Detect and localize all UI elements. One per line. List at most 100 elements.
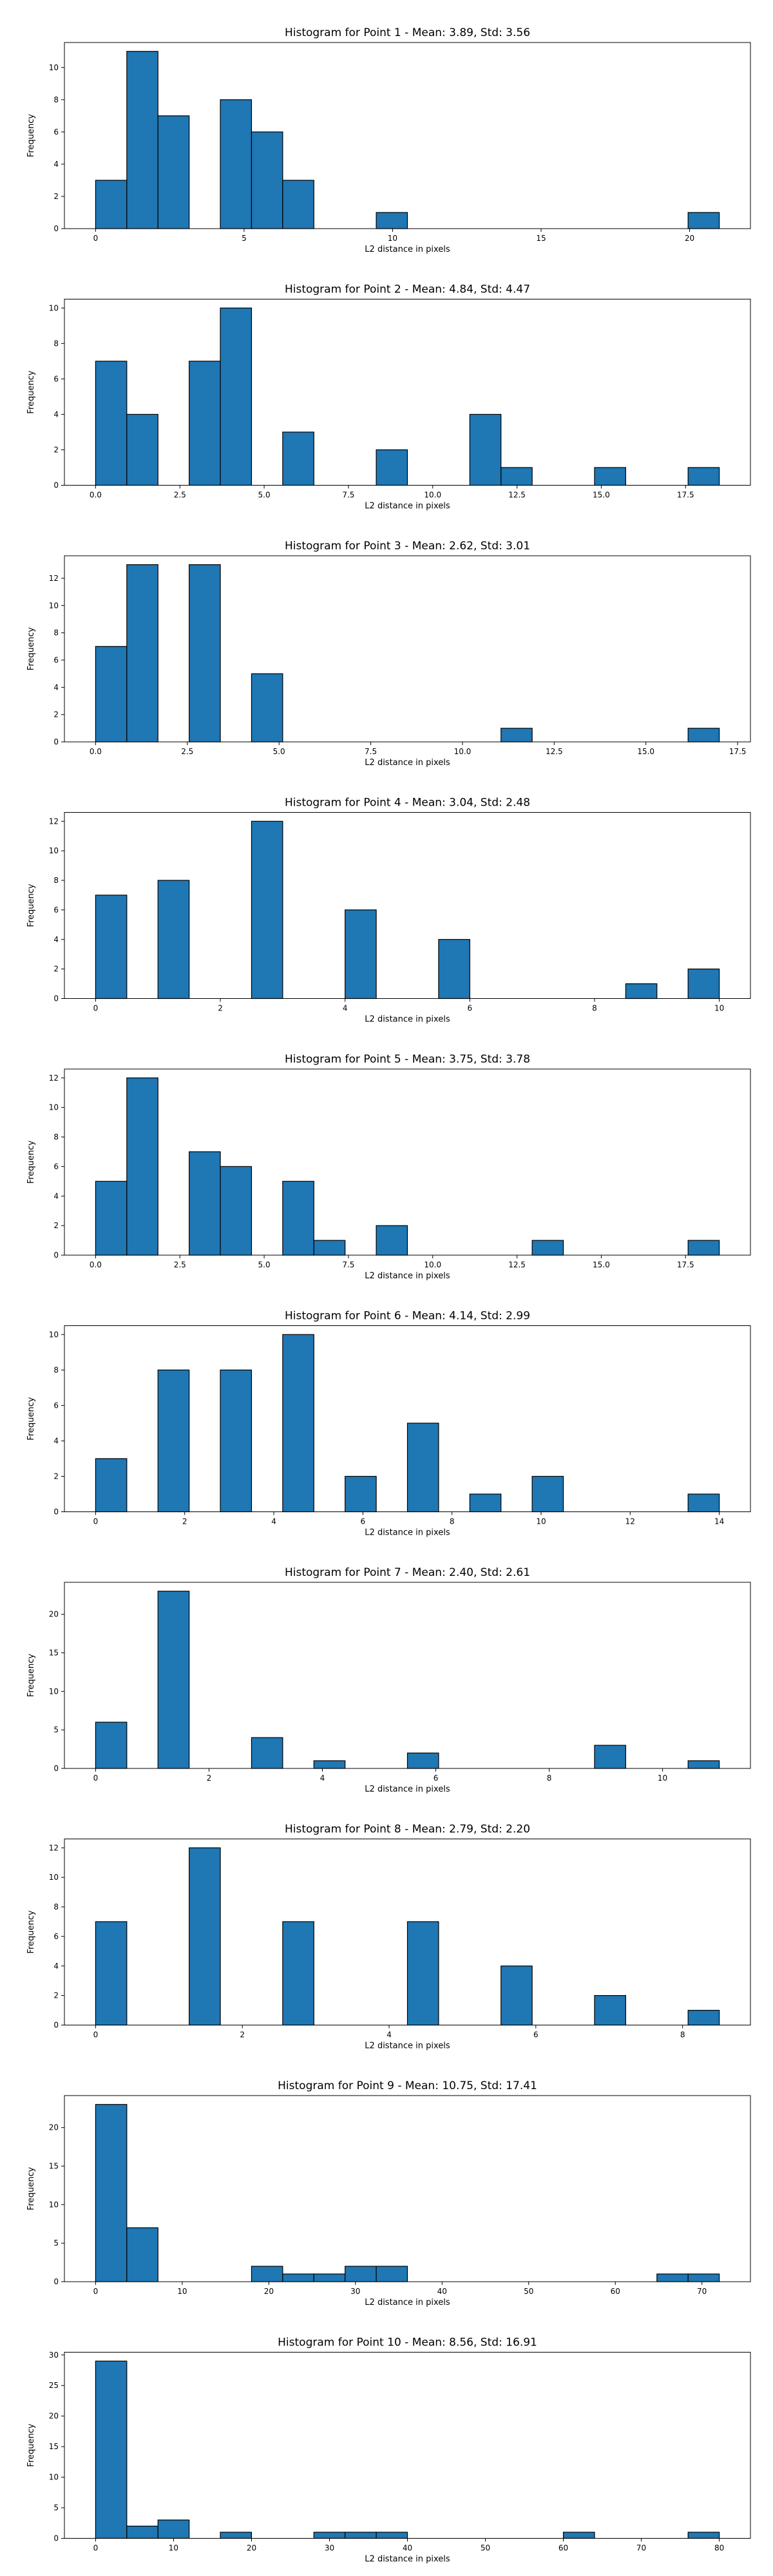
x-tick-label: 0 — [93, 234, 99, 243]
y-tick-label: 0 — [53, 1508, 59, 1517]
x-tick-label: 10 — [388, 234, 397, 243]
x-tick-label: 6 — [361, 1517, 366, 1526]
histogram-bar — [220, 1369, 253, 1513]
x-tick-label: 80 — [714, 2544, 724, 2553]
histogram-panel-3: Histogram for Point 3 - Mean: 2.62, Std:… — [26, 540, 751, 768]
histogram-bar — [220, 99, 253, 229]
y-tick-label: 12 — [49, 817, 59, 826]
x-tick-label: 7.5 — [342, 1260, 354, 1269]
histogram-bar — [251, 820, 283, 999]
histogram-bar — [189, 361, 221, 486]
x-tick-label: 12.5 — [546, 747, 563, 756]
y-tick-label: 0 — [53, 737, 59, 746]
y-tick-label: 8 — [53, 876, 59, 885]
y-tick-label: 10 — [49, 1873, 59, 1882]
x-tick-label: 2 — [240, 2031, 245, 2040]
y-tick-label: 15 — [49, 2442, 59, 2451]
histogram-bar — [251, 673, 283, 743]
histogram-bar — [126, 1077, 158, 1256]
histogram-panel-1: Histogram for Point 1 - Mean: 3.89, Std:… — [26, 26, 751, 254]
histogram-bar — [126, 2525, 158, 2539]
histogram-bar — [95, 1458, 128, 1513]
x-tick-label: 4 — [271, 1517, 276, 1526]
y-axis-label: Frequency — [26, 627, 36, 670]
y-tick-label: 0 — [53, 2021, 59, 2030]
y-axis-label: Frequency — [26, 1910, 36, 1953]
y-tick-label: 6 — [53, 128, 59, 137]
x-tick-label: 8 — [592, 1004, 597, 1013]
x-tick-label: 6 — [533, 2031, 539, 2040]
histogram-bar — [687, 1760, 720, 1769]
x-tick-label: 15 — [536, 234, 546, 243]
x-tick-label: 14 — [714, 1517, 724, 1526]
x-tick-label: 0.0 — [90, 747, 102, 756]
histogram-bar — [126, 564, 158, 743]
y-tick-label: 12 — [49, 1074, 59, 1083]
y-tick-label: 12 — [49, 1843, 59, 1852]
y-tick-label: 8 — [53, 1902, 59, 1911]
x-tick-label: 20 — [264, 2287, 274, 2296]
histogram-bar — [687, 969, 720, 999]
y-tick-label: 2 — [53, 1472, 59, 1481]
histogram-bar — [126, 413, 158, 486]
histogram-bar — [157, 880, 190, 999]
histogram-bar — [376, 2532, 408, 2539]
y-tick-label: 2 — [53, 710, 59, 719]
histogram-bar — [501, 728, 533, 743]
histogram-bar — [313, 1240, 346, 1256]
y-tick-label: 12 — [49, 574, 59, 583]
x-tick-label: 0 — [93, 1774, 99, 1783]
histogram-bar — [251, 2266, 283, 2282]
histogram-bar — [406, 1423, 439, 1513]
y-tick-label: 4 — [53, 1436, 59, 1445]
x-tick-label: 20 — [685, 234, 694, 243]
axes-frame — [64, 812, 751, 999]
histogram-bar — [95, 646, 128, 743]
y-tick-label: 10 — [49, 601, 59, 610]
x-tick-label: 30 — [350, 2287, 360, 2296]
histogram-panel-9: Histogram for Point 9 - Mean: 10.75, Std… — [26, 2079, 751, 2307]
y-axis-label: Frequency — [26, 2167, 36, 2210]
y-tick-label: 8 — [53, 1133, 59, 1142]
y-tick-label: 6 — [53, 374, 59, 383]
x-tick-label: 12 — [625, 1517, 635, 1526]
histogram-panel-5: Histogram for Point 5 - Mean: 3.75, Std:… — [26, 1053, 751, 1281]
x-tick-label: 30 — [325, 2544, 334, 2553]
histogram-panel-4: Histogram for Point 4 - Mean: 3.04, Std:… — [26, 797, 751, 1025]
y-axis-label: Frequency — [26, 370, 36, 413]
x-tick-label: 2.5 — [174, 491, 186, 500]
histogram-bar — [126, 51, 158, 229]
histogram-bar — [501, 467, 533, 486]
x-tick-label: 0 — [93, 1004, 99, 1013]
x-tick-label: 5.0 — [258, 1260, 271, 1269]
chart-title: Histogram for Point 2 - Mean: 4.84, Std:… — [285, 283, 530, 296]
x-tick-label: 50 — [481, 2544, 490, 2553]
y-tick-label: 5 — [53, 2503, 59, 2512]
x-tick-label: 40 — [437, 2287, 447, 2296]
y-tick-label: 0 — [53, 994, 59, 1003]
histogram-bar — [282, 1921, 314, 2026]
histogram-bar — [220, 307, 253, 486]
histogram-bar — [687, 1493, 720, 1513]
x-tick-label: 10 — [658, 1774, 667, 1783]
histogram-bar — [126, 2227, 158, 2282]
x-tick-label: 17.5 — [729, 747, 747, 756]
histogram-bar — [157, 115, 190, 229]
y-tick-label: 4 — [53, 160, 59, 169]
histogram-bar — [687, 467, 720, 486]
histogram-bar — [687, 2009, 720, 2026]
x-tick-label: 10.0 — [424, 491, 441, 500]
histogram-bar — [189, 564, 221, 743]
histogram-bar — [345, 909, 377, 999]
axes-frame — [64, 1325, 751, 1512]
histogram-bar — [95, 361, 128, 486]
axes-frame — [64, 555, 751, 743]
y-tick-label: 8 — [53, 629, 59, 638]
axes-frame — [64, 1582, 751, 1769]
x-tick-label: 4 — [320, 1774, 325, 1783]
x-tick-label: 5 — [242, 234, 247, 243]
y-tick-label: 6 — [53, 905, 59, 914]
y-tick-label: 10 — [49, 846, 59, 855]
y-tick-label: 4 — [53, 410, 59, 419]
